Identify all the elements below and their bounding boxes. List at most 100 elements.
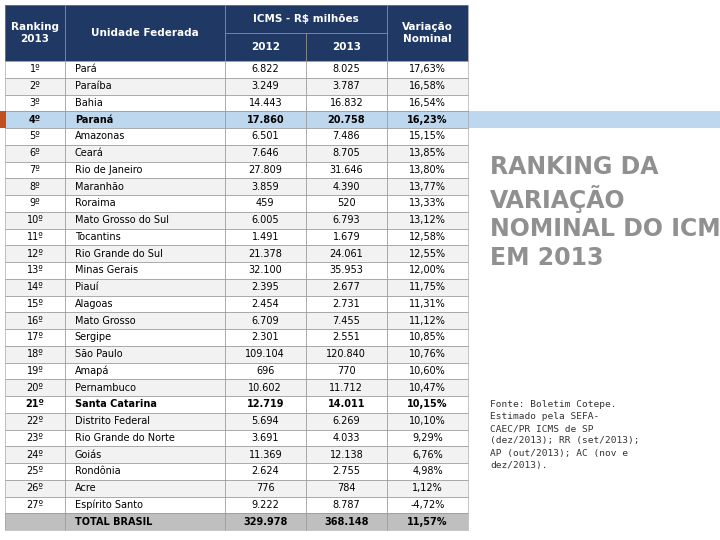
Text: Amapá: Amapá <box>75 366 109 376</box>
Text: Bahia: Bahia <box>75 98 102 108</box>
Bar <box>306 312 387 329</box>
Text: 109.104: 109.104 <box>246 349 285 359</box>
Bar <box>66 329 225 346</box>
Text: 6.501: 6.501 <box>251 131 279 141</box>
Text: Pernambuco: Pernambuco <box>75 383 136 393</box>
Text: Pará: Pará <box>75 64 96 75</box>
Bar <box>225 463 306 480</box>
Bar <box>5 212 66 228</box>
Bar <box>5 346 66 362</box>
Bar <box>306 78 387 94</box>
Bar <box>306 262 387 279</box>
Text: Sergipe: Sergipe <box>75 333 112 342</box>
Bar <box>225 362 306 379</box>
Text: 14.443: 14.443 <box>248 98 282 108</box>
Text: 4,98%: 4,98% <box>412 467 443 476</box>
Bar <box>306 33 387 61</box>
Bar <box>225 212 306 228</box>
Text: Roraima: Roraima <box>75 198 115 208</box>
Bar <box>225 379 306 396</box>
Bar <box>225 61 306 78</box>
Bar <box>387 161 468 178</box>
Bar <box>225 245 306 262</box>
Bar <box>225 128 306 145</box>
Bar <box>66 128 225 145</box>
Text: 4.033: 4.033 <box>333 433 360 443</box>
Bar <box>66 161 225 178</box>
Text: São Paulo: São Paulo <box>75 349 122 359</box>
Bar <box>5 78 66 94</box>
Bar <box>387 111 468 128</box>
Text: Fonte: Boletim Cotepe.
Estimado pela SEFA-
CAEC/PR ICMS de SP
(dez/2013); RR (se: Fonte: Boletim Cotepe. Estimado pela SEF… <box>490 400 639 470</box>
Bar <box>387 446 468 463</box>
Bar <box>66 480 225 496</box>
Bar <box>5 161 66 178</box>
Text: 10,47%: 10,47% <box>409 383 446 393</box>
Bar <box>225 480 306 496</box>
Text: 13º: 13º <box>27 265 43 275</box>
Bar <box>468 111 720 128</box>
Text: 6.709: 6.709 <box>251 315 279 326</box>
Bar <box>5 111 66 128</box>
Bar <box>225 33 306 61</box>
Bar <box>66 94 225 111</box>
Bar <box>306 480 387 496</box>
Bar <box>225 446 306 463</box>
Bar <box>306 379 387 396</box>
Bar <box>387 61 468 78</box>
Text: 5º: 5º <box>30 131 40 141</box>
Text: 2.731: 2.731 <box>333 299 360 309</box>
Bar <box>225 295 306 312</box>
Bar <box>5 396 66 413</box>
Bar <box>387 480 468 496</box>
Bar <box>5 145 66 161</box>
Text: 3.249: 3.249 <box>251 81 279 91</box>
Bar <box>5 362 66 379</box>
Text: 11,75%: 11,75% <box>409 282 446 292</box>
Text: 770: 770 <box>337 366 356 376</box>
Bar <box>5 513 66 530</box>
Bar <box>66 429 225 446</box>
Text: 9.222: 9.222 <box>251 500 279 510</box>
Bar <box>387 61 468 78</box>
Text: Acre: Acre <box>75 483 96 493</box>
Bar <box>387 362 468 379</box>
Bar <box>387 496 468 513</box>
Bar <box>306 161 387 178</box>
Bar <box>387 346 468 362</box>
Bar <box>225 262 306 279</box>
Bar <box>306 161 387 178</box>
Text: RANKING DA
VARIAÇÃO
NOMINAL DO ICMS
EM 2013: RANKING DA VARIAÇÃO NOMINAL DO ICMS EM 2… <box>490 155 720 270</box>
Bar <box>66 145 225 161</box>
Text: 11º: 11º <box>27 232 43 242</box>
Bar <box>225 329 306 346</box>
Text: 120.840: 120.840 <box>326 349 366 359</box>
Text: 459: 459 <box>256 198 274 208</box>
Text: 4.390: 4.390 <box>333 181 360 192</box>
Text: 696: 696 <box>256 366 274 376</box>
Bar <box>387 128 468 145</box>
Text: 2012: 2012 <box>251 42 280 52</box>
Bar <box>5 329 66 346</box>
Bar <box>5 480 66 496</box>
Bar <box>225 396 306 413</box>
Bar <box>387 245 468 262</box>
Bar <box>306 279 387 295</box>
Bar <box>306 362 387 379</box>
Bar <box>387 128 468 145</box>
Bar <box>387 5 468 61</box>
Bar <box>387 295 468 312</box>
Bar <box>66 145 225 161</box>
Bar <box>306 195 387 212</box>
Bar <box>5 279 66 295</box>
Bar <box>66 279 225 295</box>
Bar <box>5 94 66 111</box>
Bar <box>5 228 66 245</box>
Text: 13,33%: 13,33% <box>409 198 446 208</box>
Text: 10º: 10º <box>27 215 43 225</box>
Bar <box>225 446 306 463</box>
Bar <box>66 312 225 329</box>
Text: Maranhão: Maranhão <box>75 181 124 192</box>
Bar <box>5 413 66 429</box>
Text: 26º: 26º <box>27 483 44 493</box>
